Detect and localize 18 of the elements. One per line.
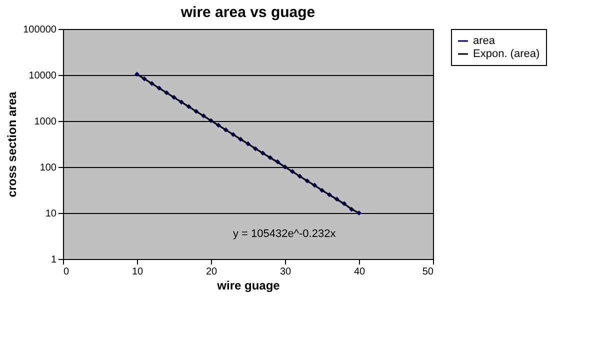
y-tick-label: 100	[40, 162, 57, 174]
chart-title: wire area vs guage	[180, 4, 316, 21]
x-tick-label: 0	[64, 266, 70, 278]
y-tick-label: 1000	[34, 116, 57, 128]
y-tick-label: 1	[50, 254, 57, 266]
x-axis-title: wire guage	[216, 278, 280, 292]
y-axis-title: cross section area	[5, 91, 20, 198]
legend-label: Expon. (area)	[473, 48, 540, 60]
legend-label: area	[473, 35, 496, 47]
x-tick-label: 20	[206, 266, 218, 278]
annotation: y = 105432e^-0.232x	[233, 228, 336, 240]
x-tick-label: 40	[354, 266, 366, 278]
x-tick-label: 10	[132, 266, 144, 278]
x-tick-label: 50	[422, 266, 434, 278]
y-tick-label: 10	[45, 208, 57, 220]
x-tick-label: 30	[280, 266, 292, 278]
y-tick-label: 100000	[23, 24, 57, 36]
y-tick-label: 10000	[28, 70, 57, 82]
